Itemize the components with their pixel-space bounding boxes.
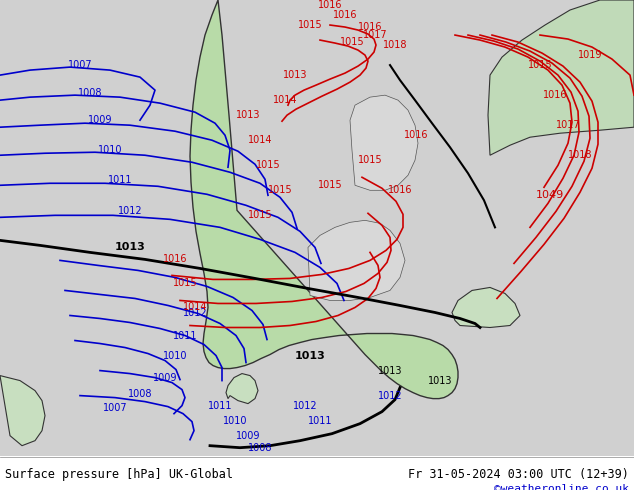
Text: 1008: 1008 [248, 442, 272, 453]
Text: 1015: 1015 [318, 180, 342, 190]
PathPatch shape [308, 220, 405, 300]
PathPatch shape [190, 0, 458, 398]
Text: 1015: 1015 [248, 210, 273, 221]
Text: 1015: 1015 [268, 185, 292, 196]
Text: 1010: 1010 [98, 145, 122, 155]
Text: 1016: 1016 [404, 130, 428, 140]
Text: 1015: 1015 [527, 60, 552, 70]
Text: 1018: 1018 [383, 40, 407, 50]
Text: 1016: 1016 [318, 0, 342, 10]
Text: 1012: 1012 [378, 391, 403, 401]
Text: 1014: 1014 [248, 135, 272, 145]
Text: 1009: 1009 [236, 431, 260, 441]
Text: 1009: 1009 [153, 372, 178, 383]
Text: 1014: 1014 [273, 95, 297, 105]
Text: Fr 31-05-2024 03:00 UTC (12+39): Fr 31-05-2024 03:00 UTC (12+39) [408, 468, 629, 481]
Text: 1012: 1012 [183, 309, 207, 318]
Text: 1013: 1013 [115, 243, 145, 252]
Text: 1008: 1008 [78, 88, 102, 98]
Text: 1010: 1010 [163, 350, 187, 361]
PathPatch shape [452, 288, 520, 327]
Text: 1013: 1013 [283, 70, 307, 80]
PathPatch shape [0, 375, 45, 446]
Text: 1018: 1018 [568, 150, 592, 160]
Text: 1013: 1013 [428, 375, 452, 386]
Text: 1019: 1019 [578, 50, 602, 60]
Text: 1013: 1013 [378, 366, 402, 375]
Text: 1011: 1011 [172, 331, 197, 341]
Text: 1008: 1008 [127, 389, 152, 398]
Text: 1014: 1014 [183, 302, 207, 313]
Text: 1013: 1013 [236, 110, 260, 120]
Text: 1017: 1017 [363, 30, 387, 40]
Text: 1007: 1007 [103, 403, 127, 413]
Text: 1012: 1012 [118, 206, 142, 216]
PathPatch shape [488, 0, 634, 155]
Text: Surface pressure [hPa] UK-Global: Surface pressure [hPa] UK-Global [5, 468, 233, 481]
Text: 1011: 1011 [208, 401, 232, 411]
Text: ©weatheronline.co.uk: ©weatheronline.co.uk [494, 484, 629, 490]
Text: 1009: 1009 [87, 115, 112, 125]
Text: 1015: 1015 [256, 160, 280, 170]
Text: 1015: 1015 [172, 278, 197, 289]
Text: 1017: 1017 [555, 120, 580, 130]
Text: 1049: 1049 [536, 190, 564, 200]
Text: 1016: 1016 [388, 185, 412, 196]
Text: 1016: 1016 [163, 254, 187, 265]
Text: 1015: 1015 [358, 155, 382, 165]
Text: 1016: 1016 [358, 22, 382, 32]
Text: 1007: 1007 [68, 60, 93, 70]
Text: 1011: 1011 [307, 416, 332, 426]
PathPatch shape [226, 373, 258, 404]
Text: 1015: 1015 [298, 20, 322, 30]
Text: 1016: 1016 [543, 90, 567, 100]
Text: 1013: 1013 [295, 350, 325, 361]
Text: 1010: 1010 [223, 416, 247, 426]
Text: 1016: 1016 [333, 10, 357, 20]
Text: 1015: 1015 [340, 37, 365, 47]
Text: 1011: 1011 [108, 175, 133, 185]
PathPatch shape [350, 95, 418, 190]
Text: 1012: 1012 [293, 401, 317, 411]
